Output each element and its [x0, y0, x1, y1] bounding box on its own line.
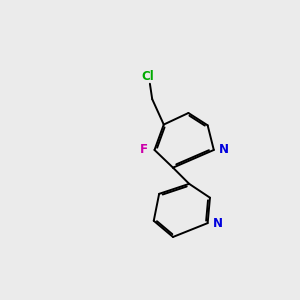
Text: N: N [219, 143, 229, 157]
Text: F: F [140, 143, 148, 157]
Text: Cl: Cl [141, 70, 154, 83]
Text: N: N [213, 217, 223, 230]
